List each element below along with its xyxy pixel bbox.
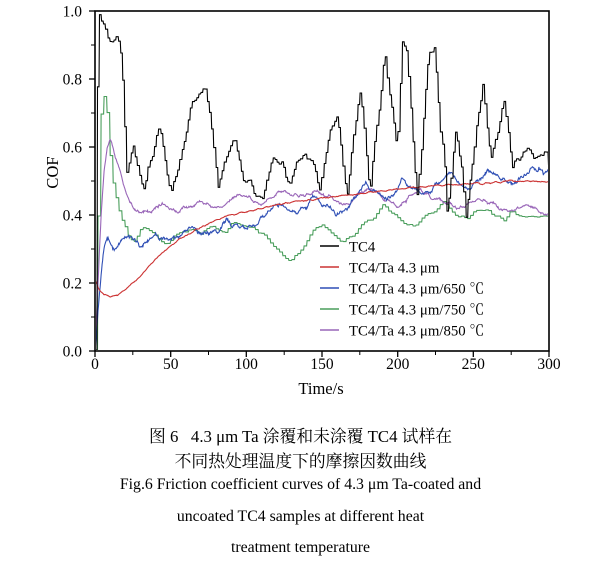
svg-text:50: 50 [163,356,179,373]
svg-text:TC4/Ta 4.3 μm/650 ℃: TC4/Ta 4.3 μm/650 ℃ [349,282,484,298]
svg-text:TC4/Ta 4.3 μm/850 ℃: TC4/Ta 4.3 μm/850 ℃ [349,324,484,340]
svg-text:TC4/Ta 4.3 μm/750 ℃: TC4/Ta 4.3 μm/750 ℃ [349,303,484,319]
svg-text:Time/s: Time/s [298,379,343,398]
svg-text:0.4: 0.4 [63,208,83,225]
svg-text:0.6: 0.6 [63,140,83,157]
svg-text:250: 250 [462,356,486,373]
svg-text:COF: COF [43,156,62,188]
svg-text:0.0: 0.0 [63,344,83,361]
svg-text:0.2: 0.2 [63,276,82,293]
svg-text:1.0: 1.0 [63,4,83,21]
svg-text:200: 200 [386,356,410,373]
svg-text:100: 100 [235,356,259,373]
svg-text:TC4/Ta 4.3 μm: TC4/Ta 4.3 μm [349,261,440,277]
svg-text:0.8: 0.8 [63,72,83,89]
svg-text:TC4: TC4 [349,240,376,256]
svg-text:150: 150 [310,356,334,373]
svg-text:0: 0 [91,356,99,373]
svg-text:300: 300 [537,356,561,373]
